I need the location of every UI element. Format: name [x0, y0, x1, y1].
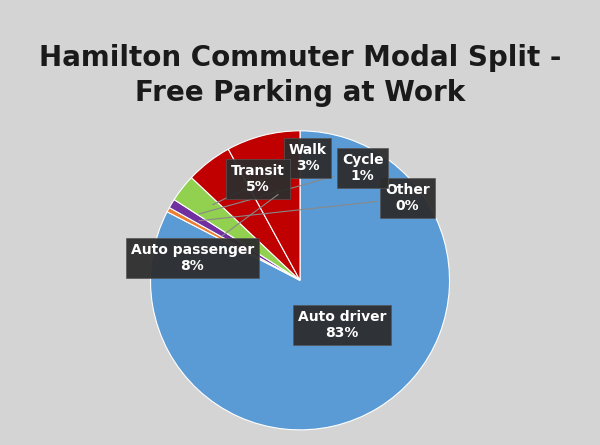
Text: Auto passenger
8%: Auto passenger 8%	[131, 194, 278, 273]
Text: Hamilton Commuter Modal Split -
Free Parking at Work: Hamilton Commuter Modal Split - Free Par…	[39, 44, 561, 107]
Wedge shape	[169, 200, 300, 280]
Text: Walk
3%: Walk 3%	[212, 143, 326, 205]
Wedge shape	[167, 208, 300, 280]
Text: Other
0%: Other 0%	[199, 183, 430, 221]
Wedge shape	[174, 178, 300, 280]
Text: Auto driver
83%: Auto driver 83%	[298, 310, 386, 348]
Text: Transit
5%: Transit 5%	[231, 164, 285, 202]
Wedge shape	[191, 149, 300, 280]
Text: Cycle
1%: Cycle 1%	[199, 153, 383, 214]
Wedge shape	[151, 131, 449, 430]
Wedge shape	[228, 131, 300, 280]
